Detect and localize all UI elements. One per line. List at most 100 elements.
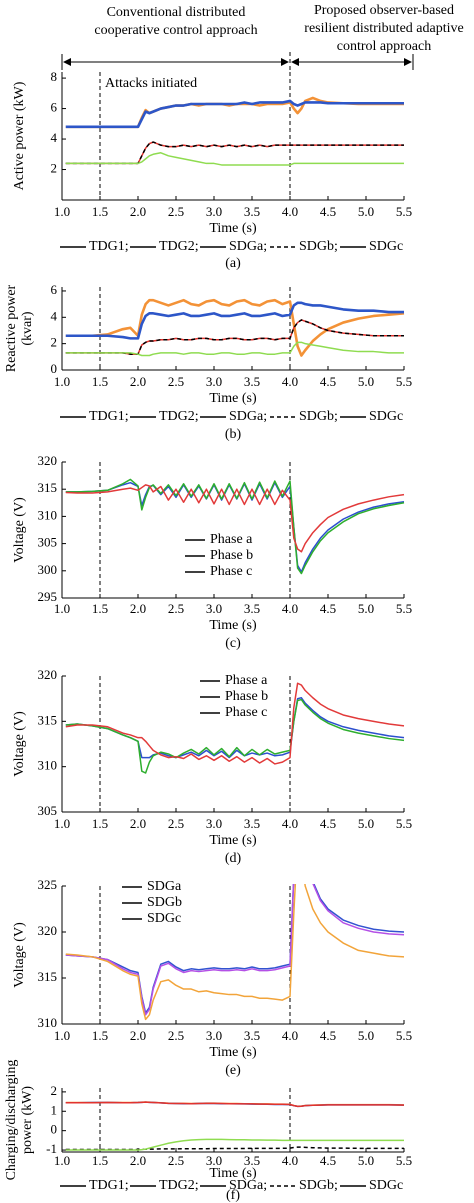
x-tick-label: 3.5	[244, 601, 260, 616]
series-line	[65, 298, 405, 357]
x-tick-label: 5.0	[358, 816, 374, 831]
legend-label: Phase a	[225, 673, 268, 688]
y-tick-label: 6	[51, 100, 58, 115]
y-axis-label: Active power (kW)	[12, 81, 27, 190]
x-tick-label: 5.5	[396, 816, 412, 831]
x-tick-label: 5.0	[358, 374, 374, 389]
legend-label: Phase b	[225, 689, 268, 704]
legend-label: SDGa;	[229, 1178, 267, 1193]
x-tick-label: 1.0	[54, 204, 70, 219]
series-line	[65, 478, 405, 575]
legend-label: SDGb	[147, 895, 182, 910]
x-tick-label: 3.5	[244, 816, 260, 831]
y-tick-label: 320	[38, 923, 58, 938]
y-tick-label: 4	[51, 130, 58, 145]
y-tick-label: 310	[38, 758, 58, 773]
x-tick-label: 4.5	[320, 601, 336, 616]
y-tick-label: 2	[51, 335, 58, 350]
y-tick-label: 2	[51, 1083, 58, 1098]
y-tick-label: 300	[38, 562, 58, 577]
y-tick-label: 4	[51, 308, 58, 323]
legend-label: TDG1;	[89, 239, 129, 254]
y-axis-label: (kvar)	[20, 311, 35, 346]
caption: (e)	[225, 1063, 241, 1078]
y-tick-label: 2	[51, 161, 58, 176]
header-left: Conventional distributed	[107, 5, 246, 20]
x-tick-label: 2.5	[168, 1028, 184, 1043]
x-axis-label: Time (s)	[209, 221, 257, 236]
series-line	[65, 152, 404, 166]
x-tick-label: 4.5	[320, 374, 336, 389]
y-tick-label: 305	[38, 803, 58, 818]
x-tick-label: 4.5	[320, 204, 336, 219]
series-line	[65, 99, 404, 129]
x-tick-label: 4.0	[282, 601, 298, 616]
series-line	[65, 319, 404, 355]
legend-label: SDGa;	[229, 239, 267, 254]
header-right: resilient distributed adaptive	[304, 21, 463, 36]
header-right: Proposed observer-based	[314, 3, 454, 18]
series-line	[65, 1101, 405, 1108]
y-tick-label: 8	[51, 69, 58, 84]
x-tick-label: 5.0	[358, 601, 374, 616]
x-tick-label: 5.0	[358, 1028, 374, 1043]
series-line	[65, 884, 405, 1021]
y-tick-label: 315	[38, 969, 58, 984]
x-tick-label: 2.0	[130, 374, 146, 389]
x-tick-label: 3.0	[206, 204, 222, 219]
legend-label: SDGc	[369, 1178, 403, 1193]
x-tick-label: 5.5	[396, 374, 412, 389]
legend-label: SDGb;	[299, 1178, 338, 1193]
legend-label: Phase a	[210, 532, 253, 547]
x-axis-label: Time (s)	[209, 618, 257, 633]
x-axis-label: Time (s)	[209, 833, 257, 848]
x-tick-label: 3.0	[206, 1028, 222, 1043]
x-tick-label: 1.0	[54, 1028, 70, 1043]
x-tick-label: 2.0	[130, 1028, 146, 1043]
x-tick-label: 5.5	[396, 1153, 412, 1168]
x-tick-label: 3.5	[244, 1028, 260, 1043]
x-tick-label: 2.5	[168, 816, 184, 831]
x-axis-label: Time (s)	[209, 1166, 257, 1181]
annotation: Attacks initiated	[105, 76, 197, 91]
caption: (d)	[225, 851, 242, 866]
x-tick-label: 3.0	[206, 601, 222, 616]
y-axis-label: Voltage (V)	[12, 922, 27, 988]
legend-label: SDGc	[369, 409, 403, 424]
x-tick-label: 1.5	[92, 204, 108, 219]
x-tick-label: 1.0	[54, 816, 70, 831]
y-tick-label: 6	[51, 282, 58, 297]
caption: (b)	[225, 427, 242, 442]
x-tick-label: 2.0	[130, 204, 146, 219]
y-tick-label: 1	[51, 1102, 58, 1117]
x-tick-label: 4.0	[282, 374, 298, 389]
y-axis-label: power (kW)	[20, 1086, 35, 1154]
x-axis-label: Time (s)	[209, 391, 257, 406]
x-tick-label: 2.5	[168, 1153, 184, 1168]
series-line	[65, 1146, 404, 1151]
legend-label: SDGa	[147, 879, 182, 894]
x-tick-label: 4.0	[282, 816, 298, 831]
y-axis-label: Reactive power	[4, 284, 19, 372]
y-tick-label: 0	[51, 1122, 58, 1137]
legend-label: SDGb;	[299, 239, 338, 254]
series-line	[65, 341, 404, 357]
y-tick-label: 0	[51, 361, 58, 376]
x-tick-label: 2.0	[130, 1153, 146, 1168]
x-tick-label: 2.5	[168, 204, 184, 219]
legend-label: Phase b	[210, 548, 253, 563]
y-axis-label: Voltage (V)	[12, 711, 27, 777]
x-tick-label: 2.0	[130, 601, 146, 616]
legend-label: SDGa;	[229, 409, 267, 424]
y-tick-label: 315	[38, 712, 58, 727]
x-tick-label: 3.0	[206, 374, 222, 389]
y-tick-label: 310	[38, 507, 58, 522]
series-line	[65, 697, 405, 759]
legend-label: TDG1;	[89, 409, 129, 424]
series-line	[65, 682, 405, 765]
x-tick-label: 3.5	[244, 374, 260, 389]
legend-label: SDGb;	[299, 409, 338, 424]
x-tick-label: 1.5	[92, 374, 108, 389]
x-tick-label: 4.0	[282, 1153, 298, 1168]
